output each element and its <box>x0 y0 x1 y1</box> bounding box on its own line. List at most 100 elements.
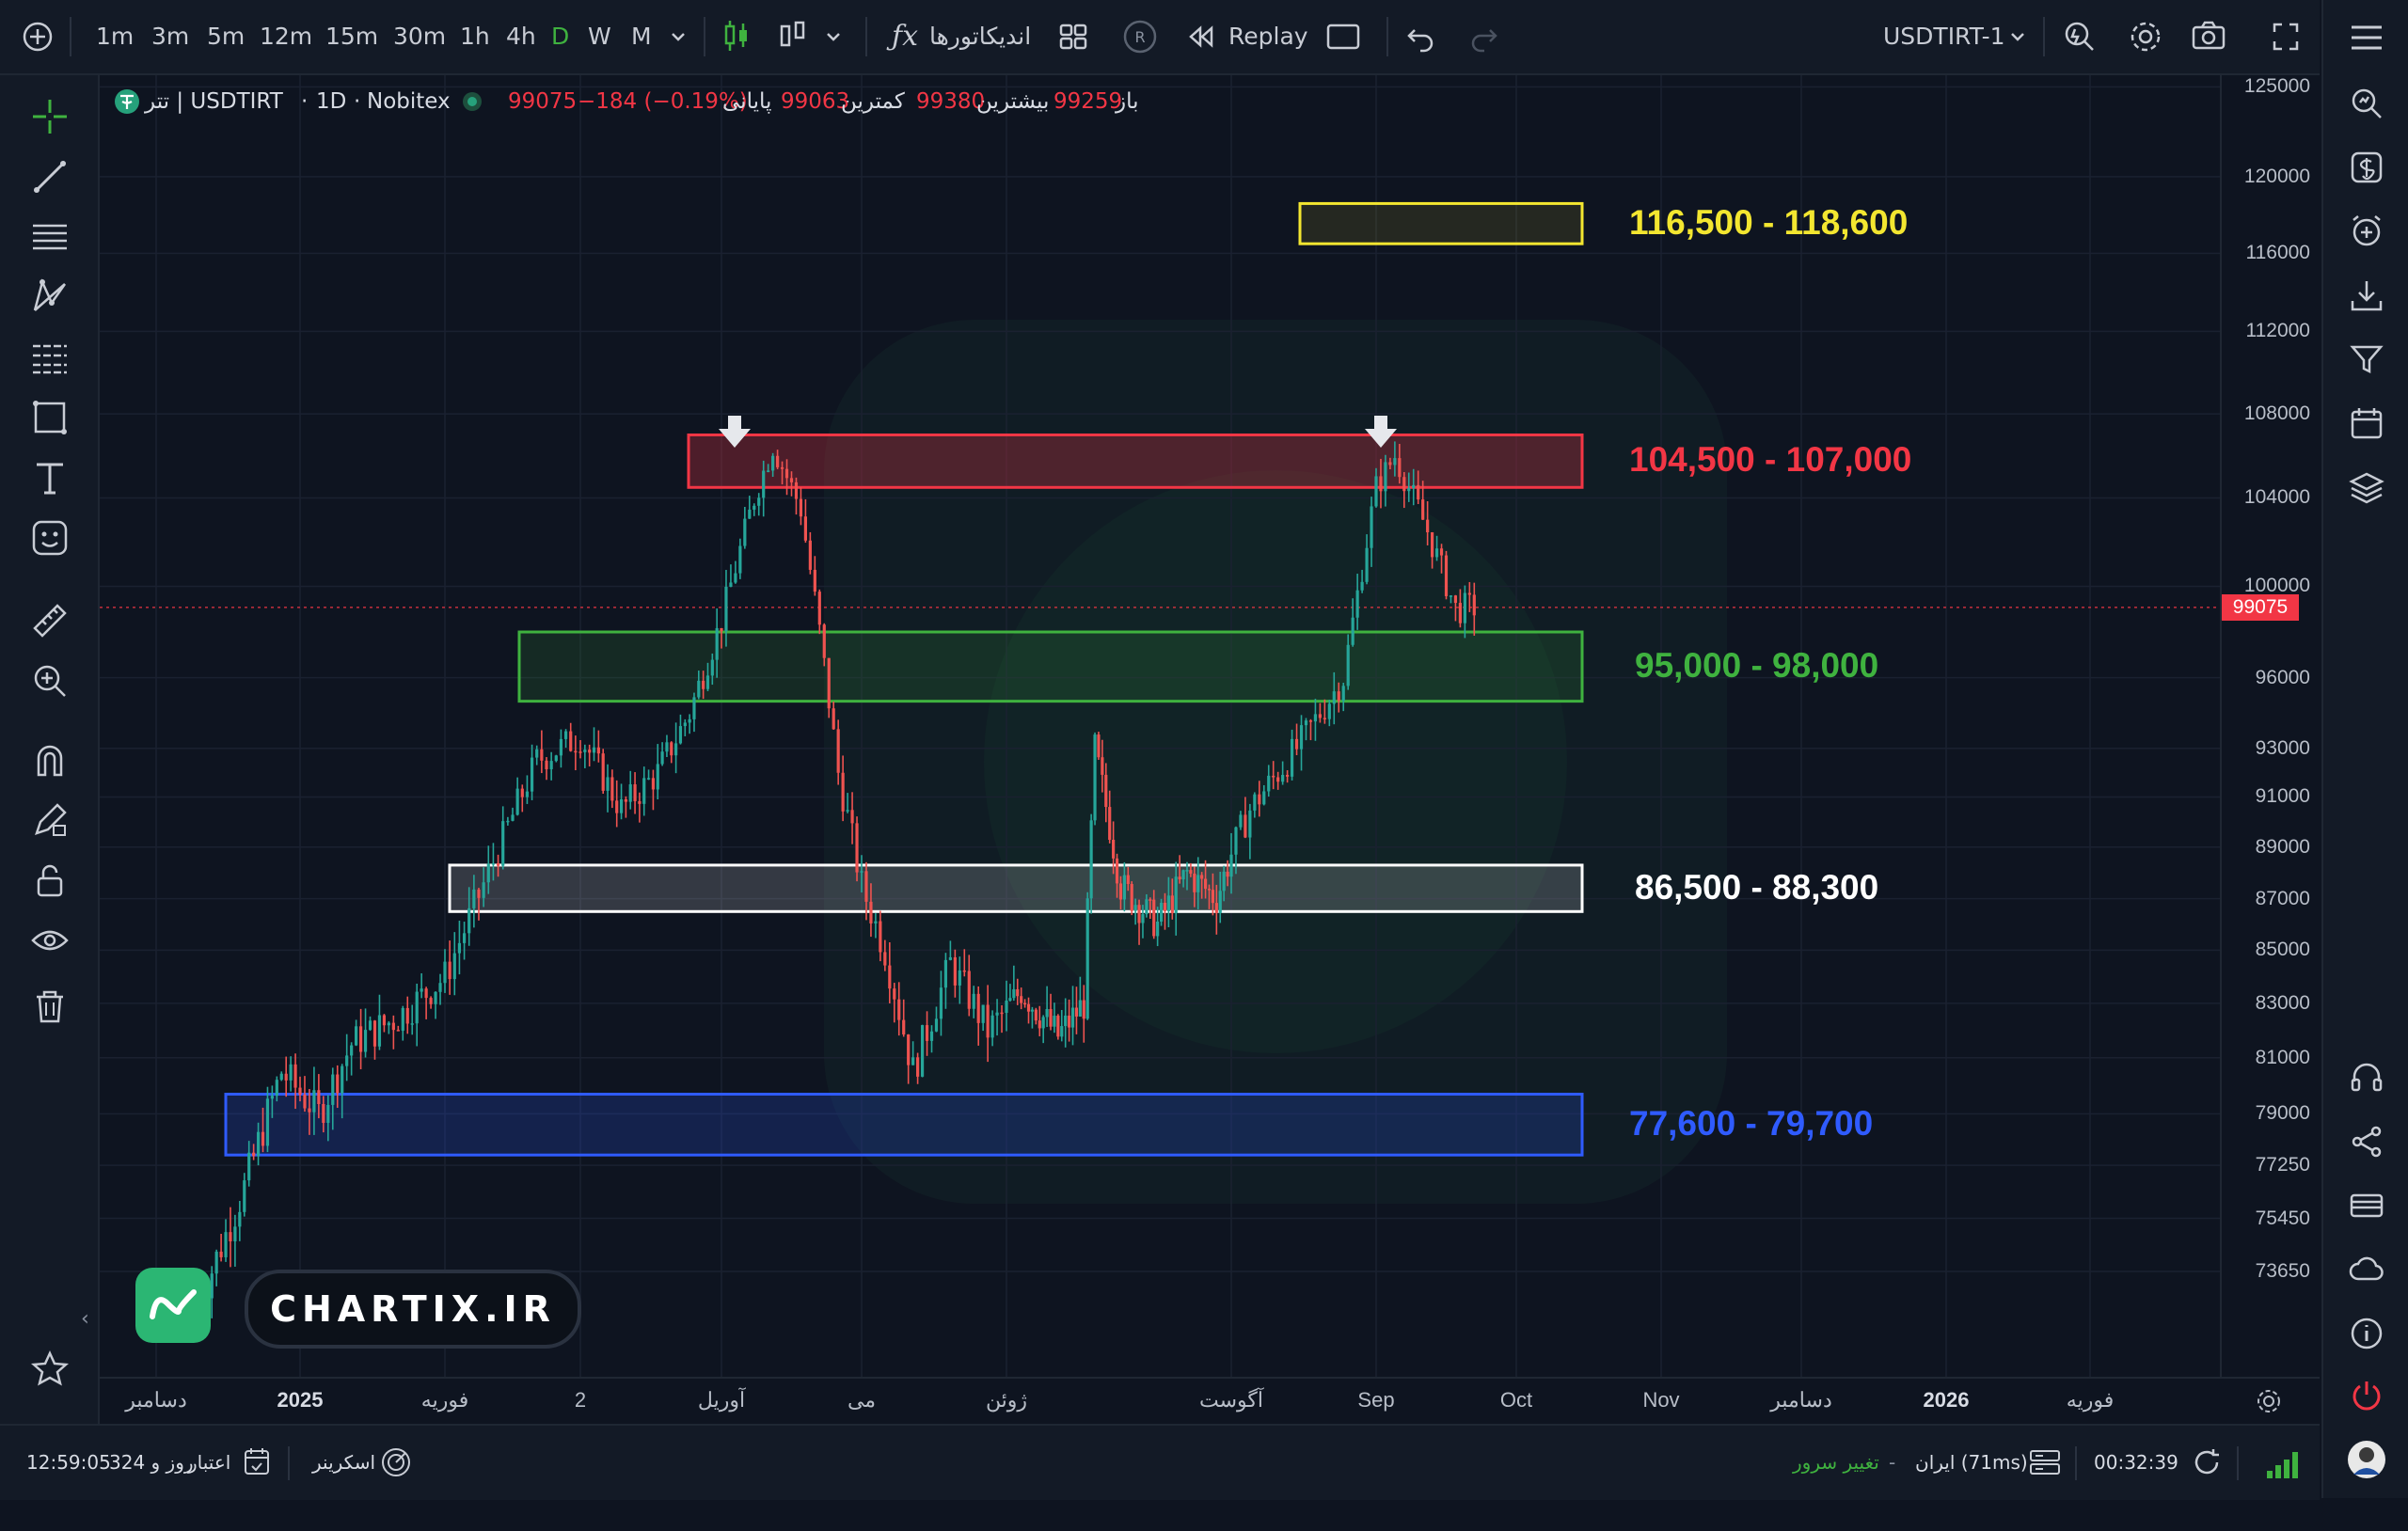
undo-icon[interactable] <box>1405 0 1437 73</box>
trend-line-icon[interactable] <box>24 154 75 199</box>
draw-lock-pencil-icon[interactable] <box>24 797 75 843</box>
timeframe-30m[interactable]: 30m <box>393 23 447 50</box>
timeframe-4h[interactable]: 4h <box>506 23 536 50</box>
candle-body <box>990 1015 994 1038</box>
price-zone-rect[interactable] <box>517 630 1584 703</box>
candle-body <box>1163 903 1167 911</box>
search-icon[interactable] <box>2340 77 2393 130</box>
billing-card-icon[interactable] <box>2340 1179 2393 1232</box>
server-rack-icon[interactable] <box>2028 1426 2062 1500</box>
trash-icon[interactable] <box>24 984 75 1029</box>
bars-chart-type-icon[interactable] <box>777 0 809 73</box>
alert-r-icon[interactable]: R <box>1121 0 1159 73</box>
power-logout-icon[interactable] <box>2340 1369 2393 1422</box>
candle-body <box>238 1211 242 1227</box>
add-symbol-icon[interactable] <box>21 0 55 73</box>
symbol-dropdown-icon[interactable] <box>2007 0 2028 73</box>
replay-icon[interactable] <box>1187 0 1215 73</box>
timeframe-3m[interactable]: 3m <box>151 23 190 50</box>
support-headset-icon[interactable] <box>2340 1051 2393 1104</box>
menu-hamburger-icon[interactable] <box>2340 11 2393 64</box>
info-icon[interactable] <box>2340 1307 2393 1360</box>
credit-timer: 12:59:05 <box>26 1451 111 1474</box>
legend-exchange: Nobitex <box>367 89 451 114</box>
timeframe-1h[interactable]: 1h <box>460 23 490 50</box>
timeframe-w[interactable]: W <box>588 23 611 50</box>
price-zone-rect[interactable] <box>448 863 1584 913</box>
magnet-icon[interactable] <box>24 737 75 782</box>
change-server-link[interactable]: تغییر سرور <box>1793 1451 1879 1474</box>
legend-symbol[interactable]: تتر | USDTIRT <box>145 89 283 114</box>
timeframe-15m[interactable]: 15m <box>325 23 379 50</box>
ruler-measure-icon[interactable] <box>24 598 75 643</box>
collapse-toolbar-chevron-icon[interactable]: ‹ <box>81 1307 89 1331</box>
candle-body <box>1374 476 1378 507</box>
candle-body <box>642 778 646 804</box>
cloud-sync-icon[interactable] <box>2340 1243 2393 1296</box>
candle-body <box>738 545 742 574</box>
text-tool-icon[interactable] <box>24 455 75 500</box>
candle-body <box>907 1034 911 1065</box>
calendar-check-icon[interactable] <box>243 1426 271 1500</box>
rectangle-tool-icon[interactable] <box>24 395 75 440</box>
price-axis[interactable]: 125000 120000 116000 112000 108000 104000 1000… <box>2220 75 2321 1377</box>
symbol-selector[interactable]: USDTIRT-1 <box>1883 23 2005 50</box>
indicators-button[interactable]: اندیکاتورها <box>929 23 1032 50</box>
timeframe-d-active[interactable]: D <box>551 23 570 50</box>
axis-settings-gear-icon[interactable] <box>2254 1386 2284 1420</box>
candles-chart-type-icon[interactable] <box>721 0 752 73</box>
lock-icon[interactable] <box>24 858 75 903</box>
chart-grid <box>100 75 2220 1377</box>
screener-radar-icon[interactable] <box>380 1426 412 1500</box>
candle-body <box>1108 807 1112 841</box>
credit-label[interactable]: اعتبار <box>188 1451 231 1474</box>
candle-body <box>1355 590 1359 618</box>
chart-pane[interactable]: تتر | USDTIRT · 1D · Nobitex 99075 −184 … <box>100 75 2220 1377</box>
candle-body <box>860 871 863 873</box>
screener-button[interactable]: اسکرینر <box>312 1451 376 1474</box>
crosshair-icon[interactable] <box>24 94 75 139</box>
timeframe-dropdown-icon[interactable] <box>668 0 689 73</box>
fullscreen-icon[interactable] <box>2269 0 2303 73</box>
filter-icon[interactable] <box>2340 333 2393 386</box>
timeframe-5m[interactable]: 5m <box>207 23 246 50</box>
candle-body <box>1053 1016 1056 1027</box>
quick-search-icon[interactable] <box>2062 0 2098 73</box>
pattern-tool-icon[interactable] <box>24 275 75 320</box>
price-zone-rect[interactable] <box>687 433 1584 489</box>
timeframe-12m[interactable]: 12m <box>260 23 313 50</box>
download-icon[interactable] <box>2340 269 2393 322</box>
candle-body <box>1056 1016 1060 1037</box>
candle-body <box>486 863 490 883</box>
candle-body <box>1272 775 1275 778</box>
user-avatar[interactable] <box>2340 1433 2393 1486</box>
price-zone-rect[interactable] <box>1298 201 1584 245</box>
calendar-icon[interactable] <box>2340 397 2393 450</box>
layers-icon[interactable] <box>2340 461 2393 513</box>
redo-icon[interactable] <box>1467 0 1499 73</box>
emoji-sticker-icon[interactable] <box>24 515 75 560</box>
time-axis[interactable]: دسامبر 2025 فوریه 2 آوریل می ژوئن آگوست … <box>100 1377 2320 1424</box>
favorites-star-icon[interactable] <box>24 1347 75 1392</box>
replay-button[interactable]: Replay <box>1228 23 1308 50</box>
dollar-icon[interactable] <box>2340 141 2393 194</box>
refresh-icon[interactable] <box>2192 1426 2222 1500</box>
timeframe-m[interactable]: M <box>631 23 652 50</box>
chart-type-dropdown-icon[interactable] <box>823 0 844 73</box>
visibility-eye-icon[interactable] <box>24 918 75 963</box>
settings-gear-icon[interactable] <box>2128 0 2163 73</box>
camera-snapshot-icon[interactable] <box>2190 0 2227 73</box>
candle-body <box>606 777 610 791</box>
zoom-in-icon[interactable] <box>24 658 75 703</box>
layout-grid-icon[interactable] <box>1057 0 1089 73</box>
timeframe-1m[interactable]: 1m <box>96 23 135 50</box>
candle-body <box>780 466 784 469</box>
fullscreen-rect-icon[interactable] <box>1324 0 1362 73</box>
indicators-fx-icon[interactable]: ƒx <box>892 20 919 53</box>
candle-body <box>767 470 770 472</box>
share-icon[interactable] <box>2340 1115 2393 1168</box>
horizontal-lines-icon[interactable] <box>24 214 75 260</box>
add-alert-icon[interactable] <box>2340 205 2393 258</box>
price-zone-rect[interactable] <box>224 1092 1584 1157</box>
fib-tool-icon[interactable] <box>24 335 75 380</box>
